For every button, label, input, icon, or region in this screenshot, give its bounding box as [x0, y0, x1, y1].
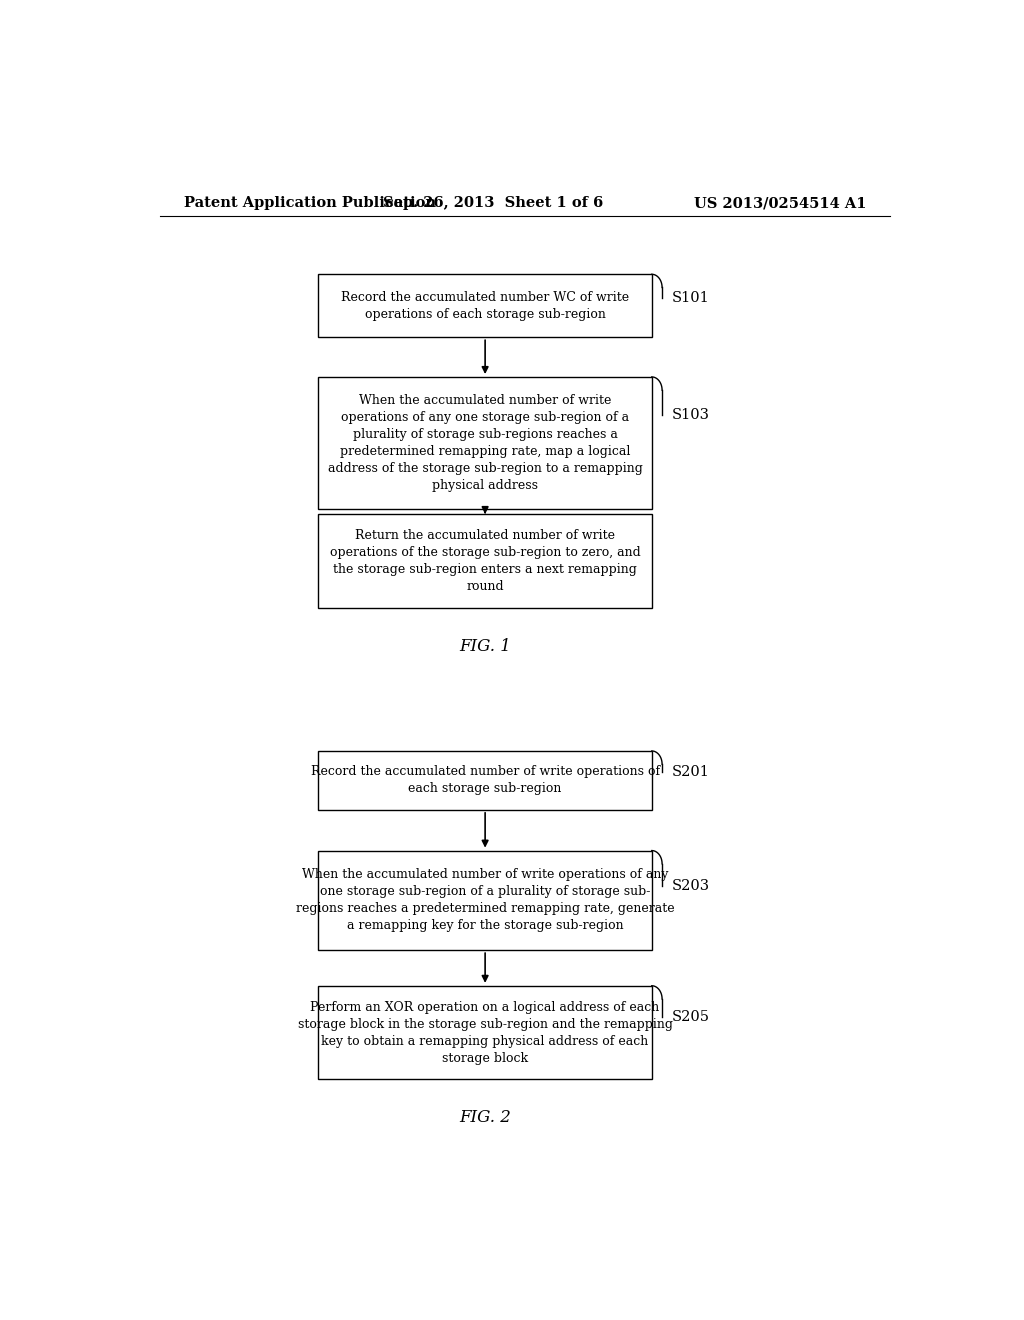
Text: When the accumulated number of write
operations of any one storage sub-region of: When the accumulated number of write ope… [328, 393, 642, 492]
FancyBboxPatch shape [318, 751, 652, 810]
Text: FIG. 1: FIG. 1 [459, 638, 511, 655]
Text: Record the accumulated number WC of write
operations of each storage sub-region: Record the accumulated number WC of writ… [341, 290, 629, 321]
Text: Record the accumulated number of write operations of
each storage sub-region: Record the accumulated number of write o… [310, 766, 659, 796]
Text: Perform an XOR operation on a logical address of each
storage block in the stora: Perform an XOR operation on a logical ad… [298, 1001, 673, 1064]
Text: US 2013/0254514 A1: US 2013/0254514 A1 [693, 197, 866, 210]
Text: S205: S205 [672, 1010, 710, 1024]
FancyBboxPatch shape [318, 378, 652, 510]
Text: S203: S203 [672, 879, 710, 894]
Text: S201: S201 [672, 766, 710, 779]
Text: S103: S103 [672, 408, 710, 421]
FancyBboxPatch shape [318, 275, 652, 338]
FancyBboxPatch shape [318, 515, 652, 607]
Text: FIG. 2: FIG. 2 [459, 1109, 511, 1126]
Text: When the accumulated number of write operations of any
one storage sub-region of: When the accumulated number of write ope… [296, 869, 675, 932]
Text: Patent Application Publication: Patent Application Publication [183, 197, 435, 210]
FancyBboxPatch shape [318, 850, 652, 950]
Text: S101: S101 [672, 290, 710, 305]
FancyBboxPatch shape [318, 986, 652, 1080]
Text: Return the accumulated number of write
operations of the storage sub-region to z: Return the accumulated number of write o… [330, 529, 640, 593]
Text: Sep. 26, 2013  Sheet 1 of 6: Sep. 26, 2013 Sheet 1 of 6 [383, 197, 603, 210]
